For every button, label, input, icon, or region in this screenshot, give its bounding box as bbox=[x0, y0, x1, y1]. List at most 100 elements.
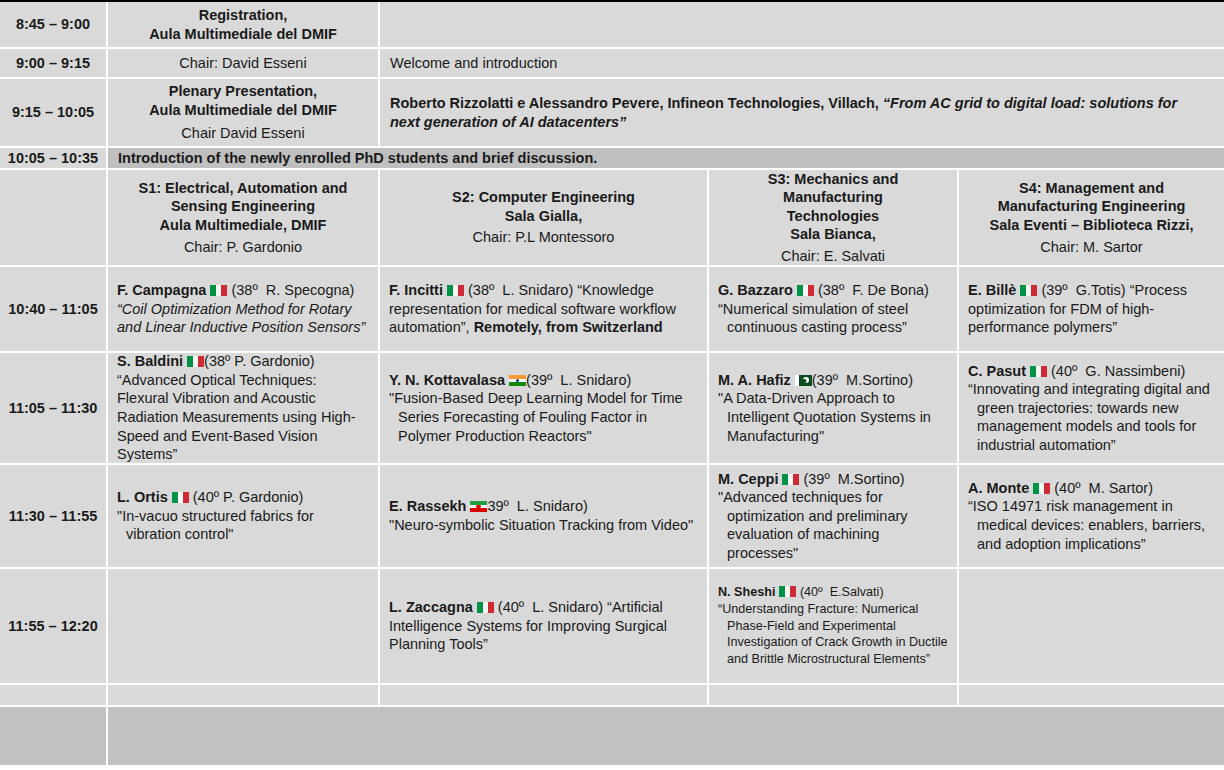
empty-cell bbox=[959, 685, 1224, 705]
time-cell: 11:05 – 11:30 bbox=[0, 353, 106, 463]
session-header-s4: S4: Management and Manufacturing Enginee… bbox=[959, 170, 1224, 265]
talk-info: (39º M.Sortino) bbox=[799, 471, 904, 487]
session-header-s2: S2: Computer Engineering Sala Gialla, Ch… bbox=[380, 170, 707, 265]
talk-title: “Advanced Optical Techniques: Flexural V… bbox=[117, 371, 369, 464]
talk-title: "Fusion-Based Deep Learning Model for Ti… bbox=[389, 389, 698, 445]
talk-cell-sheshi: N. Sheshi (40º E.Salvati) “Understanding … bbox=[709, 569, 957, 683]
time-cell: 9:00 – 9:15 bbox=[0, 49, 106, 77]
time-cell: 10:40 – 11:05 bbox=[0, 267, 106, 351]
session-chair: Chair: E. Salvati bbox=[781, 247, 885, 266]
empty-cell bbox=[380, 2, 1224, 47]
empty-cell bbox=[380, 685, 707, 705]
time-cell: 11:30 – 11:55 bbox=[0, 465, 106, 567]
time-cell: 8:45 – 9:00 bbox=[0, 2, 106, 47]
talk-cell-pasut: C. Pasut (40º G. Nassimbeni)“Innovating … bbox=[959, 353, 1224, 463]
talk-info: (40º M. Sartor) bbox=[1050, 480, 1153, 496]
talk-info: (38º P. Gardonio) bbox=[204, 353, 315, 369]
talk-info: (40º E.Salvati) bbox=[796, 585, 883, 599]
registration-cell: Registration, Aula Multimediale del DMIF bbox=[108, 2, 378, 47]
talk-info: (38º R. Specogna) bbox=[227, 282, 354, 298]
talk-info: (40º L. Snidaro) bbox=[494, 599, 607, 615]
session-title: S1: Electrical, Automation and Sensing E… bbox=[139, 179, 348, 235]
plenary-speakers: Roberto Rizzolatti e Alessandro Pevere, … bbox=[390, 95, 883, 111]
session-chair: Chair: P.L Montessoro bbox=[473, 228, 615, 247]
session-chair: Chair: P. Gardonio bbox=[184, 238, 302, 257]
italy-flag-icon bbox=[779, 586, 796, 597]
talk-note: Remotely, from Switzerland bbox=[474, 319, 663, 335]
speaker-name: F. Campagna bbox=[117, 282, 206, 298]
plenary-room-title: Plenary Presentation, Aula Multimediale … bbox=[149, 82, 337, 119]
talk-cell-zaccagna: L. Zaccagna (40º L. Snidaro) “Artificial… bbox=[380, 569, 707, 683]
talk-cell-hafiz: M. A. Hafiz(39º M.Sortino)"A Data-Driven… bbox=[709, 353, 957, 463]
empty-cell bbox=[108, 685, 378, 705]
talk-cell-rassekh: E. Rassekh 39º L. Snidaro) "Neuro-symbolic… bbox=[380, 465, 707, 567]
session-header-s3: S3: Mechanics and Manufacturing Technolo… bbox=[709, 170, 957, 265]
speaker-name: M. Ceppi bbox=[718, 471, 778, 487]
empty-cell bbox=[0, 170, 106, 265]
talk-info: (40º G. Nassimbeni) bbox=[1047, 363, 1185, 379]
pakistan-flag-icon bbox=[795, 375, 812, 386]
footer-left-cell bbox=[0, 707, 106, 765]
speaker-name: A. Monte bbox=[968, 480, 1029, 496]
talk-cell-campagna: F. Campagna (38º R. Specogna) “Coil Optim… bbox=[108, 267, 378, 351]
speaker-name: Y. N. Kottavalasa bbox=[389, 372, 505, 388]
italy-flag-icon bbox=[477, 602, 494, 613]
speaker-name: M. A. Hafiz bbox=[718, 372, 791, 388]
phd-intro-cell: Introduction of the newly enrolled PhD s… bbox=[108, 148, 1224, 168]
talk-title: "In-vacuo structured fabrics for vibrati… bbox=[117, 507, 369, 544]
talk-title: “ISO 14971 risk management in medical de… bbox=[968, 497, 1215, 553]
session-chair: Chair: M. Sartor bbox=[1040, 238, 1142, 257]
talk-title: "Advanced techniques for optimization an… bbox=[718, 488, 948, 562]
talk-cell-bazzaro: G. Bazzaro (38º F. De Bona) “Numerical si… bbox=[709, 267, 957, 351]
talk-cell-kottavalasa: Y. N. Kottavalasa (39º L. Snidaro)"Fusion… bbox=[380, 353, 707, 463]
session-title: S3: Mechanics and Manufacturing Technolo… bbox=[719, 170, 947, 244]
speaker-name: L. Ortis bbox=[117, 489, 168, 505]
italy-flag-icon bbox=[172, 492, 189, 503]
italy-flag-icon bbox=[210, 285, 227, 296]
talk-info: (39º G.Totis) bbox=[1037, 282, 1129, 298]
talk-cell-bille: E. Billè (39º G.Totis) “Process optimiza… bbox=[959, 267, 1224, 351]
talk-info: (38º F. De Bona) bbox=[814, 282, 929, 298]
welcome-cell: Welcome and introduction bbox=[380, 49, 1224, 77]
talk-title: "A Data-Driven Approach to Intelligent Q… bbox=[718, 389, 948, 445]
india-flag-icon bbox=[509, 375, 526, 386]
italy-flag-icon bbox=[1033, 483, 1050, 494]
talk-info: (39º L. Snidaro) bbox=[526, 372, 631, 388]
session-title: S2: Computer Engineering Sala Gialla, bbox=[452, 188, 635, 225]
italy-flag-icon bbox=[782, 474, 799, 485]
italy-flag-icon bbox=[447, 285, 464, 296]
talk-title: "Neuro-symbolic Situation Tracking from … bbox=[389, 516, 698, 535]
talk-cell-ortis: L. Ortis (40º P. Gardonio) "In-vacuo stru… bbox=[108, 465, 378, 567]
speaker-name: E. Billè bbox=[968, 282, 1016, 298]
session-header-s1: S1: Electrical, Automation and Sensing E… bbox=[108, 170, 378, 265]
italy-flag-icon bbox=[187, 356, 204, 367]
time-cell: 9:15 – 10:05 bbox=[0, 79, 106, 146]
empty-cell bbox=[959, 569, 1224, 683]
speaker-name: C. Pasut bbox=[968, 363, 1026, 379]
plenary-talk-cell: Roberto Rizzolatti e Alessandro Pevere, … bbox=[380, 79, 1224, 146]
empty-cell bbox=[0, 685, 106, 705]
plenary-room-cell: Plenary Presentation, Aula Multimediale … bbox=[108, 79, 378, 146]
talk-title: “Coil Optimization Method for Rotary and… bbox=[117, 300, 369, 337]
talk-title: “Understanding Fracture: Numerical Phase… bbox=[718, 601, 948, 667]
chair-cell: Chair: David Esseni bbox=[108, 49, 378, 77]
speaker-name: N. Sheshi bbox=[718, 585, 775, 599]
talk-cell-incitti: F. Incitti (38º L. Snidaro) “Knowledge r… bbox=[380, 267, 707, 351]
time-cell: 11:55 – 12:20 bbox=[0, 569, 106, 683]
talk-title: “Innovating and integrating digital and … bbox=[968, 380, 1215, 454]
iran-flag-icon bbox=[470, 501, 487, 512]
talk-title: “Numerical simulation of steel continuou… bbox=[718, 300, 948, 337]
speaker-name: E. Rassekh bbox=[389, 498, 466, 514]
italy-flag-icon bbox=[1030, 366, 1047, 377]
speaker-name: G. Bazzaro bbox=[718, 282, 793, 298]
talk-cell-ceppi: M. Ceppi (39º M.Sortino)"Advanced techni… bbox=[709, 465, 957, 567]
italy-flag-icon bbox=[1020, 285, 1037, 296]
session-title: S4: Management and Manufacturing Enginee… bbox=[990, 179, 1194, 235]
footer-right-cell bbox=[108, 707, 1224, 765]
empty-cell bbox=[709, 685, 957, 705]
talk-cell-monte: A. Monte (40º M. Sartor)“ISO 14971 risk … bbox=[959, 465, 1224, 567]
plenary-chair: Chair David Esseni bbox=[181, 124, 304, 143]
speaker-name: L. Zaccagna bbox=[389, 599, 473, 615]
talk-info: (40º P. Gardonio) bbox=[189, 489, 304, 505]
talk-info: 39º L. Snidaro) bbox=[487, 498, 587, 514]
